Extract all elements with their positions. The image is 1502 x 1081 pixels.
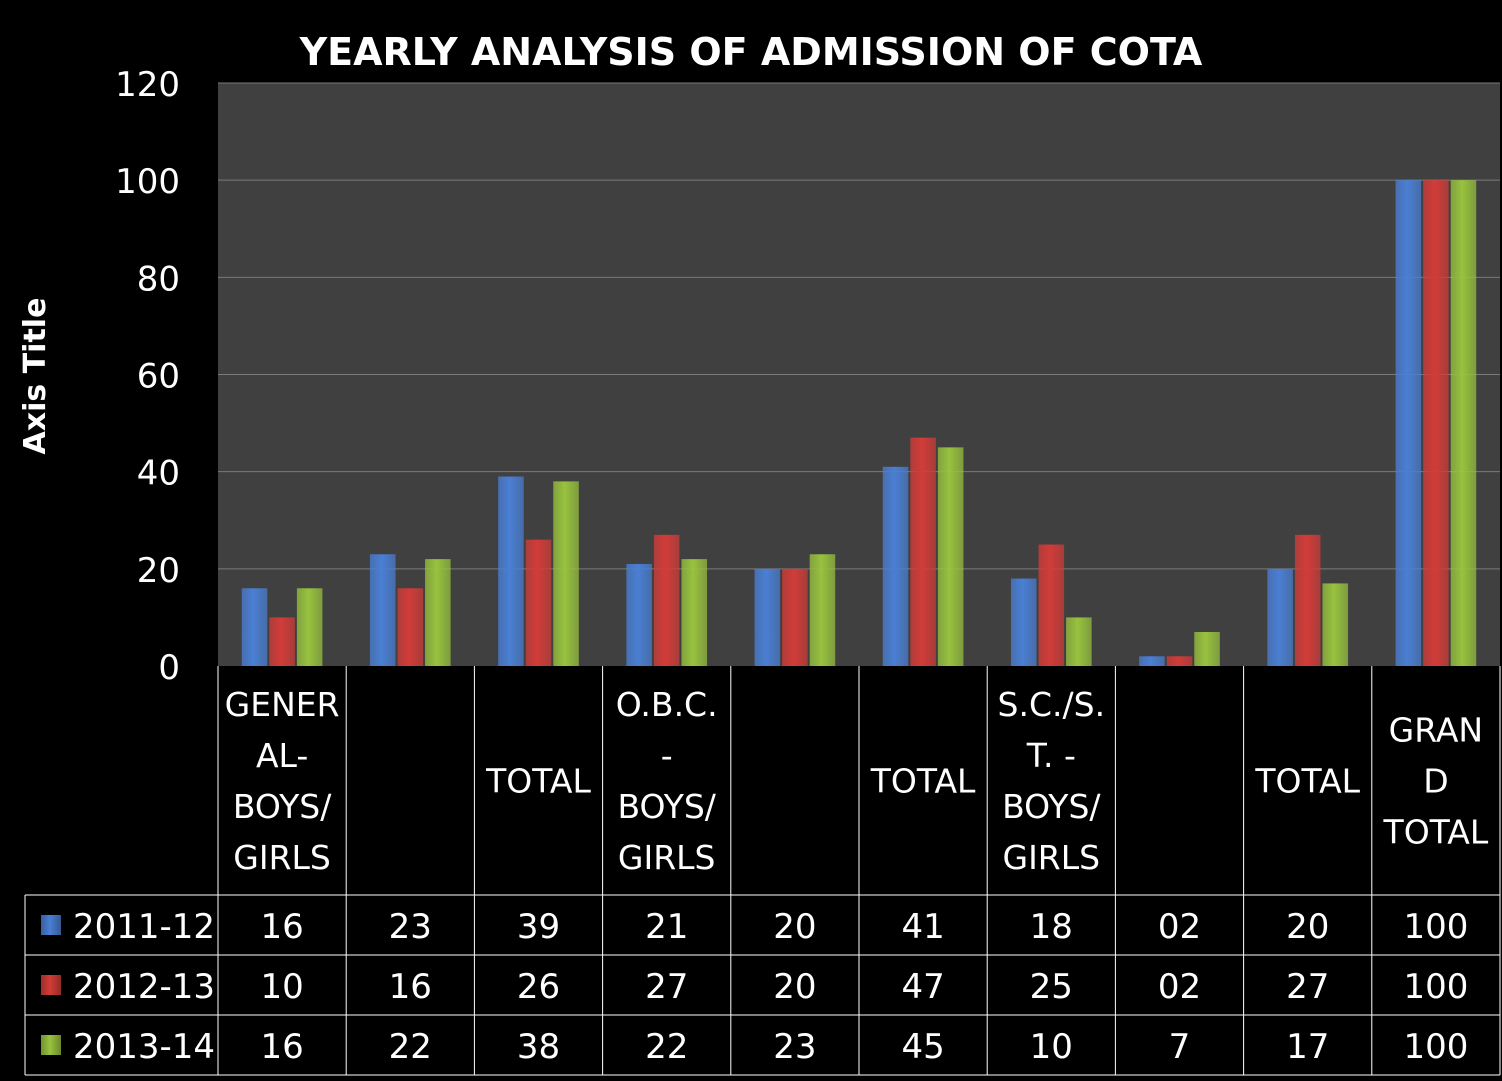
bar-2011-12 — [369, 554, 396, 666]
category-label: AL- — [256, 736, 308, 775]
chart-title: YEARLY ANALYSIS OF ADMISSION OF COTA — [299, 30, 1203, 74]
bar-2013-14 — [809, 554, 836, 666]
data-table-value: 23 — [773, 1027, 816, 1067]
data-table-value: 16 — [260, 907, 303, 947]
data-table-value: 20 — [1286, 907, 1329, 947]
category-label: BOYS/ — [233, 787, 332, 826]
data-table-value: 25 — [1030, 967, 1073, 1007]
data-table-value: 23 — [389, 907, 432, 947]
bar-2011-12 — [882, 466, 909, 666]
category-label: GIRLS — [233, 838, 331, 877]
bar-2012-13 — [1038, 544, 1065, 666]
bar-2013-14 — [425, 559, 451, 666]
bar-2012-13 — [1423, 180, 1449, 666]
bar-2012-13 — [269, 617, 295, 666]
y-axis-title: Axis Title — [18, 298, 53, 455]
y-tick-label: 100 — [115, 162, 180, 202]
y-tick-label: 40 — [137, 454, 180, 494]
bar-2011-12 — [241, 588, 268, 666]
data-table-value: 26 — [517, 967, 560, 1007]
legend-label: 2011-12 — [73, 907, 215, 947]
y-tick-label: 80 — [137, 259, 180, 299]
bar-2011-12 — [1267, 568, 1293, 666]
data-table-value: 02 — [1158, 967, 1201, 1007]
legend-label: 2013-14 — [73, 1027, 215, 1067]
data-table-value: 100 — [1403, 967, 1468, 1007]
data-table-value: 100 — [1403, 1027, 1468, 1067]
data-table-value: 27 — [1286, 967, 1329, 1007]
data-table-value: 7 — [1169, 1027, 1191, 1067]
category-label: O.B.C. — [616, 685, 718, 724]
data-table-value: 10 — [260, 967, 303, 1007]
bar-2013-14 — [937, 447, 964, 666]
data-table-value: 38 — [517, 1027, 560, 1067]
category-label: GENER — [225, 685, 340, 724]
data-table-value: 27 — [645, 967, 688, 1007]
category-label: BOYS/ — [1002, 787, 1101, 826]
bar-2013-14 — [681, 559, 708, 666]
category-label: T. - — [1026, 736, 1076, 775]
bar-2013-14 — [1194, 631, 1220, 666]
bar-2011-12 — [1010, 578, 1037, 666]
data-table-value: 47 — [901, 967, 944, 1007]
data-table-value: 17 — [1286, 1027, 1329, 1067]
bar-2012-13 — [397, 588, 424, 666]
bar-2012-13 — [1294, 534, 1321, 666]
legend-label: 2012-13 — [73, 967, 215, 1007]
bar-2011-12 — [754, 568, 781, 666]
bar-2012-13 — [782, 568, 808, 666]
data-table-value: 02 — [1158, 907, 1201, 947]
bar-2013-14 — [1450, 180, 1477, 666]
data-table-value: 21 — [645, 907, 688, 947]
y-tick-label: 0 — [158, 648, 180, 688]
bar-2012-13 — [910, 437, 936, 666]
legend-swatch-2013-14 — [41, 1035, 61, 1055]
category-label: TOTAL — [1383, 813, 1489, 852]
category-label: TOTAL — [485, 762, 591, 801]
bar-2013-14 — [296, 588, 323, 666]
category-label: S.C./S. — [998, 685, 1106, 724]
category-label: GIRLS — [618, 838, 716, 877]
category-label: BOYS/ — [617, 787, 716, 826]
data-table-value: 20 — [773, 967, 816, 1007]
category-label: TOTAL — [1254, 762, 1360, 801]
legend-swatch-2012-13 — [41, 975, 61, 995]
data-table-value: 16 — [260, 1027, 303, 1067]
bar-2012-13 — [653, 534, 680, 666]
category-label: - — [661, 736, 673, 775]
legend-swatch-2011-12 — [41, 915, 61, 935]
bar-2011-12 — [1139, 656, 1165, 666]
category-label: TOTAL — [870, 762, 976, 801]
bar-2013-14 — [1322, 583, 1349, 666]
bar-2013-14 — [553, 481, 579, 666]
data-table-value: 39 — [517, 907, 560, 947]
category-label: GIRLS — [1003, 838, 1101, 877]
data-table-value: 41 — [901, 907, 944, 947]
category-label: D — [1423, 762, 1448, 801]
y-tick-label: 120 — [115, 65, 180, 105]
data-table-value: 100 — [1403, 907, 1468, 947]
category-label: GRAN — [1389, 711, 1483, 750]
y-tick-label: 60 — [137, 357, 180, 397]
data-table-value: 22 — [389, 1027, 432, 1067]
data-table-value: 22 — [645, 1027, 688, 1067]
data-table-value: 16 — [389, 967, 432, 1007]
bar-2011-12 — [498, 476, 524, 666]
data-table-value: 18 — [1030, 907, 1073, 947]
bar-2013-14 — [1066, 617, 1092, 666]
bar-2012-13 — [1166, 656, 1193, 666]
bar-2011-12 — [626, 563, 652, 666]
data-table-value: 20 — [773, 907, 816, 947]
y-tick-label: 20 — [137, 551, 180, 591]
bar-2011-12 — [1395, 180, 1422, 666]
bar-2012-13 — [525, 539, 552, 666]
data-table-value: 10 — [1030, 1027, 1073, 1067]
data-table-value: 45 — [901, 1027, 944, 1067]
